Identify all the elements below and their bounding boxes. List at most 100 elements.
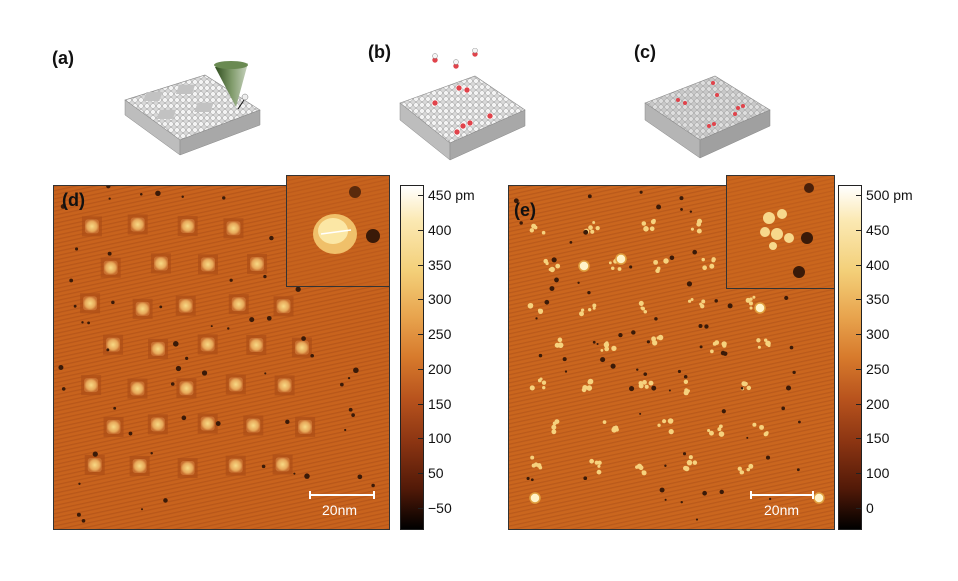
molecule-dot	[641, 221, 647, 226]
surface-pit	[569, 241, 573, 244]
molecule-dot	[748, 463, 754, 469]
colorbar-d-tick-label: 150	[428, 395, 452, 412]
surface-pit	[702, 490, 707, 496]
molecule-dot	[635, 465, 639, 469]
molecule-dot	[555, 263, 561, 269]
colorbar-d-tick-mark	[418, 334, 423, 336]
molecule-dot	[688, 455, 693, 460]
surface-pit	[679, 196, 684, 201]
surface-pit	[344, 428, 347, 432]
molecule-dot	[752, 295, 756, 299]
island	[226, 221, 241, 236]
molecule-dot	[587, 307, 592, 312]
molecule-dot	[663, 258, 669, 264]
surface-pit	[677, 369, 681, 373]
molecule-dot	[536, 463, 542, 468]
surface-pit	[629, 265, 633, 269]
surface-pit	[310, 353, 314, 358]
colorbar-e-tick-mark	[856, 473, 861, 475]
molecule-dot	[649, 226, 655, 232]
panel-label-e: (e)	[514, 200, 536, 220]
island	[228, 458, 243, 473]
molecule-dot	[717, 427, 722, 432]
island	[151, 341, 166, 356]
surface-pit	[75, 247, 79, 251]
surface-pit	[229, 278, 233, 282]
molecule-dot	[657, 334, 664, 341]
molecule-dot	[596, 469, 602, 475]
molecule-dot	[764, 431, 769, 436]
scale-bar-e-label: 20nm	[764, 502, 800, 518]
schematic-b-molecule-deposition	[399, 48, 526, 161]
surface-pit	[786, 385, 792, 391]
molecule-dot	[737, 466, 742, 471]
scale-bar-d	[309, 494, 375, 496]
surface-pit	[351, 413, 355, 417]
molecule-dot	[644, 384, 649, 389]
molecule-dot	[722, 343, 727, 348]
molecule-dot	[579, 311, 584, 317]
island	[87, 457, 102, 472]
surface-pit	[692, 249, 698, 255]
island	[83, 296, 98, 311]
molecule-dot	[662, 419, 667, 424]
molecule-dot	[592, 306, 596, 310]
surface-pit	[659, 487, 665, 493]
island	[200, 416, 215, 431]
molecule-dot	[605, 341, 609, 345]
island	[275, 457, 290, 472]
surface-pit	[513, 198, 519, 204]
surface-pit	[583, 476, 588, 481]
molecule-dot	[641, 470, 647, 476]
island	[228, 377, 243, 392]
molecule-dot	[638, 465, 644, 471]
scale-bar-d-right-end	[373, 491, 375, 499]
surface-pit	[293, 472, 296, 475]
molecule-dot	[719, 424, 723, 429]
colorbar-d-tick-mark	[418, 508, 423, 509]
surface-pit	[170, 382, 175, 386]
surface-pit	[680, 500, 683, 504]
surface-pit	[656, 204, 662, 210]
molecule-dot	[756, 338, 761, 343]
colorbar-d-tick-label: 300	[428, 291, 452, 308]
colorbar-d-tick-label: 400	[428, 221, 452, 238]
molecule-dot	[541, 230, 546, 235]
molecule-dot	[594, 460, 599, 465]
molecule-dot	[718, 431, 725, 437]
scale-bar-e-left-end	[750, 491, 752, 499]
molecule-dot	[588, 225, 593, 230]
surface-pit	[654, 317, 658, 321]
island	[132, 458, 147, 473]
surface-pit	[266, 315, 272, 321]
surface-pit	[587, 194, 592, 199]
colorbar-e-tick-label: 250	[866, 360, 890, 377]
surface-pit	[592, 340, 596, 344]
colorbar-d-tick-mark	[418, 438, 423, 440]
surface-pit	[704, 324, 709, 329]
surface-pit	[111, 300, 115, 305]
inset-image-e	[726, 175, 835, 289]
colorbar-e-tick-label: 300	[866, 326, 890, 343]
surface-pit	[215, 421, 221, 426]
island	[180, 461, 195, 476]
molecule-dot	[641, 306, 646, 311]
stm-image-e	[508, 185, 835, 530]
surface-pit	[629, 386, 635, 392]
surface-pit	[596, 342, 599, 346]
surface-pit	[544, 299, 550, 305]
molecule-dot	[542, 385, 546, 390]
surface-pit	[340, 382, 344, 387]
panel-label-d: (d)	[62, 190, 85, 210]
molecule-dot	[711, 257, 716, 262]
molecule-dot	[610, 266, 615, 270]
surface-pit	[269, 235, 274, 241]
surface-pit	[686, 281, 693, 287]
colorbar-d-tick-mark	[418, 299, 423, 301]
scale-bar-e-right-end	[812, 491, 814, 499]
molecule-dot	[529, 228, 535, 233]
molecule-dot	[745, 297, 751, 303]
surface-pit	[113, 406, 117, 410]
bright-cluster	[754, 302, 766, 314]
surface-pit	[304, 473, 310, 479]
